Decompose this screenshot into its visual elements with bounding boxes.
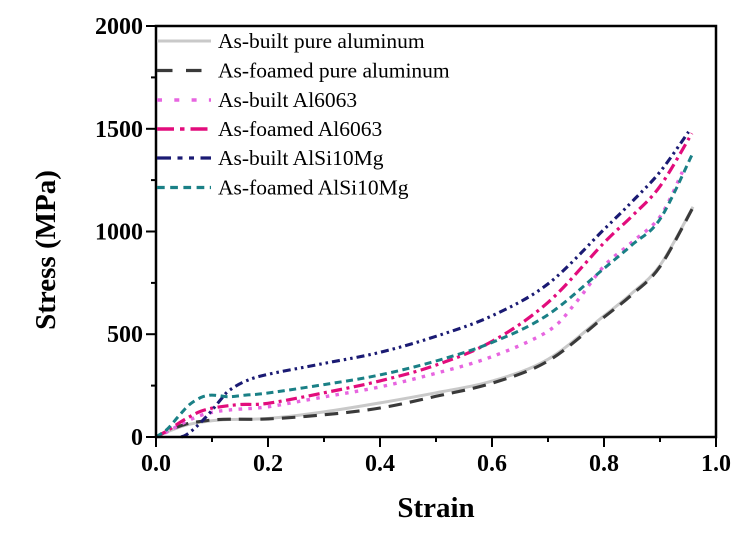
svg-text:1500: 1500	[95, 117, 143, 143]
svg-text:0.6: 0.6	[477, 451, 507, 477]
svg-text:0.8: 0.8	[589, 451, 619, 477]
svg-text:1000: 1000	[95, 220, 143, 246]
svg-text:As-foamed Al6063: As-foamed Al6063	[218, 117, 382, 141]
svg-text:Strain: Strain	[397, 492, 474, 524]
svg-text:0.4: 0.4	[365, 451, 395, 477]
svg-text:0.2: 0.2	[253, 451, 283, 477]
svg-text:500: 500	[107, 322, 143, 348]
svg-text:Stress (MPa): Stress (MPa)	[30, 170, 62, 330]
svg-text:As-foamed pure aluminum: As-foamed pure aluminum	[218, 59, 450, 83]
svg-text:As-built pure aluminum: As-built pure aluminum	[218, 29, 425, 53]
svg-text:As-built AlSi10Mg: As-built AlSi10Mg	[218, 146, 384, 170]
svg-text:0.0: 0.0	[141, 451, 171, 477]
svg-text:2000: 2000	[95, 14, 143, 40]
svg-text:0: 0	[131, 425, 143, 451]
svg-text:As-built Al6063: As-built Al6063	[218, 88, 357, 112]
svg-text:1.0: 1.0	[701, 451, 731, 477]
svg-text:As-foamed AlSi10Mg: As-foamed AlSi10Mg	[218, 176, 409, 200]
